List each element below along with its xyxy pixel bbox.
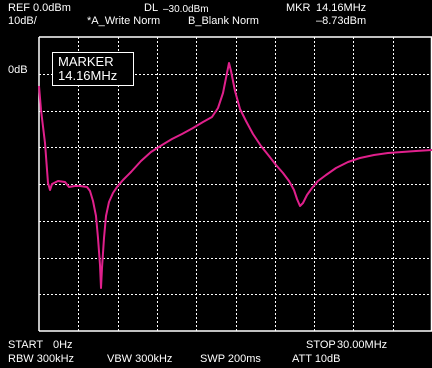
start-label: START xyxy=(8,339,44,351)
trace-b-mode: B_Blank Norm xyxy=(188,15,259,27)
trace-a-mode: *A_Write Norm xyxy=(87,15,161,27)
mkr-freq: 14.16MHz xyxy=(316,2,367,14)
scale-label: 10dB/ xyxy=(8,15,37,27)
rbw-setting: RBW 300kHz xyxy=(8,353,75,365)
mkr-level: –8.73dBm xyxy=(316,15,367,27)
sweep-setting: SWP 200ms xyxy=(200,353,261,365)
dl-label: DL xyxy=(144,2,159,14)
dl-value: –30.0dBm xyxy=(163,4,209,15)
trace-a xyxy=(38,62,432,289)
ref-value: 0.0dBm xyxy=(33,2,71,14)
stop-label: STOP xyxy=(306,339,336,351)
mkr-label: MKR xyxy=(286,2,311,14)
marker-title: MARKER xyxy=(58,54,114,69)
marker-frequency: 14.16MHz xyxy=(58,68,118,83)
attenuation-setting: ATT 10dB xyxy=(292,353,341,365)
vbw-setting: VBW 300kHz xyxy=(107,353,173,365)
ref-label: REF xyxy=(8,2,30,14)
stop-value: 30.00MHz xyxy=(337,339,388,351)
marker-readout: MARKER 14.16MHz xyxy=(52,52,134,86)
start-value: 0Hz xyxy=(53,339,73,351)
ref-level-label: 0dB xyxy=(8,64,28,76)
